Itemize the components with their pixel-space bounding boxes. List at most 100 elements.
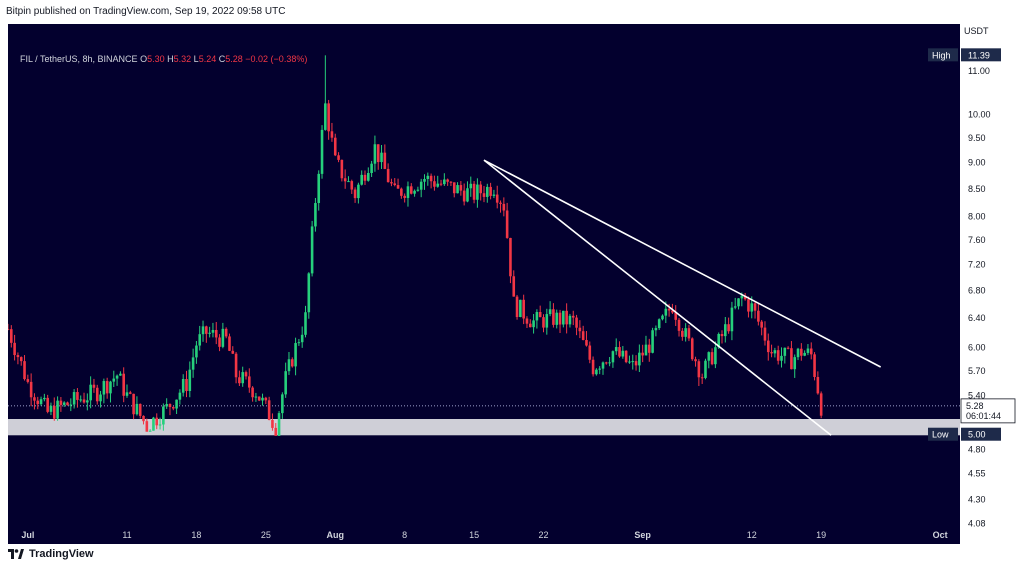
candle[interactable]: [684, 323, 687, 342]
candle[interactable]: [39, 396, 43, 406]
candle[interactable]: [324, 55, 327, 131]
candle[interactable]: [224, 327, 228, 339]
candle[interactable]: [528, 319, 532, 328]
candle[interactable]: [8, 323, 10, 331]
candle[interactable]: [760, 319, 763, 336]
candle[interactable]: [466, 181, 469, 203]
candle[interactable]: [188, 361, 192, 398]
candle[interactable]: [86, 393, 89, 411]
price-chart[interactable]: Jul 11 18 25 Aug 8 15 22 Sep 12 19 Oct High Low: [8, 24, 960, 544]
candle[interactable]: [122, 367, 125, 403]
candle[interactable]: [198, 325, 202, 351]
candle[interactable]: [681, 328, 684, 341]
candle[interactable]: [737, 298, 740, 310]
candle[interactable]: [297, 338, 301, 346]
candle[interactable]: [135, 396, 139, 416]
candle[interactable]: [175, 399, 178, 415]
candle[interactable]: [109, 380, 112, 403]
candle[interactable]: [171, 406, 175, 411]
candle[interactable]: [52, 397, 56, 421]
candle[interactable]: [304, 305, 307, 338]
candle[interactable]: [714, 341, 717, 369]
candle[interactable]: [515, 294, 519, 320]
candle[interactable]: [608, 357, 611, 367]
candle[interactable]: [482, 186, 486, 203]
candle[interactable]: [396, 178, 400, 189]
candle[interactable]: [803, 350, 806, 357]
candle[interactable]: [651, 327, 654, 354]
candle[interactable]: [287, 351, 291, 375]
candle[interactable]: [433, 175, 436, 191]
candle[interactable]: [261, 393, 264, 406]
candle[interactable]: [357, 182, 360, 204]
candle[interactable]: [248, 368, 251, 393]
candle[interactable]: [370, 160, 373, 177]
candle[interactable]: [416, 186, 420, 192]
candle[interactable]: [376, 144, 380, 170]
candle[interactable]: [205, 325, 208, 343]
candle[interactable]: [13, 334, 16, 361]
candle[interactable]: [654, 325, 658, 337]
candle[interactable]: [697, 359, 701, 386]
candle[interactable]: [142, 415, 145, 425]
candle[interactable]: [277, 410, 281, 436]
candle[interactable]: [310, 220, 314, 277]
candle[interactable]: [168, 403, 172, 416]
candle[interactable]: [532, 314, 535, 334]
candle[interactable]: [770, 344, 773, 358]
candle[interactable]: [271, 413, 274, 431]
candle[interactable]: [687, 324, 691, 342]
candle[interactable]: [562, 310, 565, 328]
candle[interactable]: [813, 352, 816, 381]
candle[interactable]: [790, 341, 793, 370]
candle[interactable]: [281, 392, 284, 419]
candle[interactable]: [519, 299, 522, 318]
candle[interactable]: [476, 178, 479, 208]
candle[interactable]: [92, 378, 96, 393]
candle[interactable]: [443, 173, 446, 186]
candle[interactable]: [548, 301, 552, 317]
candle[interactable]: [307, 272, 311, 319]
candle[interactable]: [56, 396, 59, 421]
candle[interactable]: [581, 325, 585, 341]
candle[interactable]: [82, 392, 86, 404]
candle[interactable]: [211, 322, 215, 338]
candle[interactable]: [429, 173, 433, 189]
candle[interactable]: [195, 341, 198, 364]
candle[interactable]: [793, 354, 797, 378]
candle[interactable]: [66, 401, 69, 406]
candle[interactable]: [552, 303, 555, 328]
candle[interactable]: [757, 303, 760, 326]
candle[interactable]: [152, 416, 155, 431]
candle[interactable]: [254, 392, 258, 402]
candle[interactable]: [46, 394, 49, 414]
candle[interactable]: [23, 355, 26, 381]
chart-pane[interactable]: Jul 11 18 25 Aug 8 15 22 Sep 12 19 Oct High Low FIL …: [8, 24, 960, 544]
candle[interactable]: [773, 347, 777, 358]
candle[interactable]: [423, 174, 426, 190]
candle[interactable]: [694, 356, 697, 367]
candle[interactable]: [383, 144, 387, 170]
candle[interactable]: [495, 185, 499, 209]
candle[interactable]: [191, 348, 195, 378]
candle[interactable]: [244, 370, 248, 380]
candle[interactable]: [162, 403, 165, 431]
candle[interactable]: [819, 391, 823, 419]
candle[interactable]: [234, 352, 238, 384]
candle[interactable]: [783, 347, 787, 364]
candle[interactable]: [36, 396, 40, 410]
candle[interactable]: [138, 403, 142, 419]
candle[interactable]: [347, 176, 350, 183]
candle[interactable]: [337, 152, 340, 163]
support-zone[interactable]: [8, 419, 960, 436]
candle[interactable]: [502, 197, 506, 217]
candle[interactable]: [763, 321, 767, 346]
candle[interactable]: [76, 388, 79, 408]
tradingview-footer[interactable]: TradingView: [8, 548, 94, 560]
candle[interactable]: [327, 99, 330, 140]
candle[interactable]: [238, 370, 241, 386]
candle[interactable]: [119, 371, 122, 376]
candle[interactable]: [462, 183, 466, 206]
candle[interactable]: [294, 337, 297, 376]
candle[interactable]: [419, 178, 423, 198]
